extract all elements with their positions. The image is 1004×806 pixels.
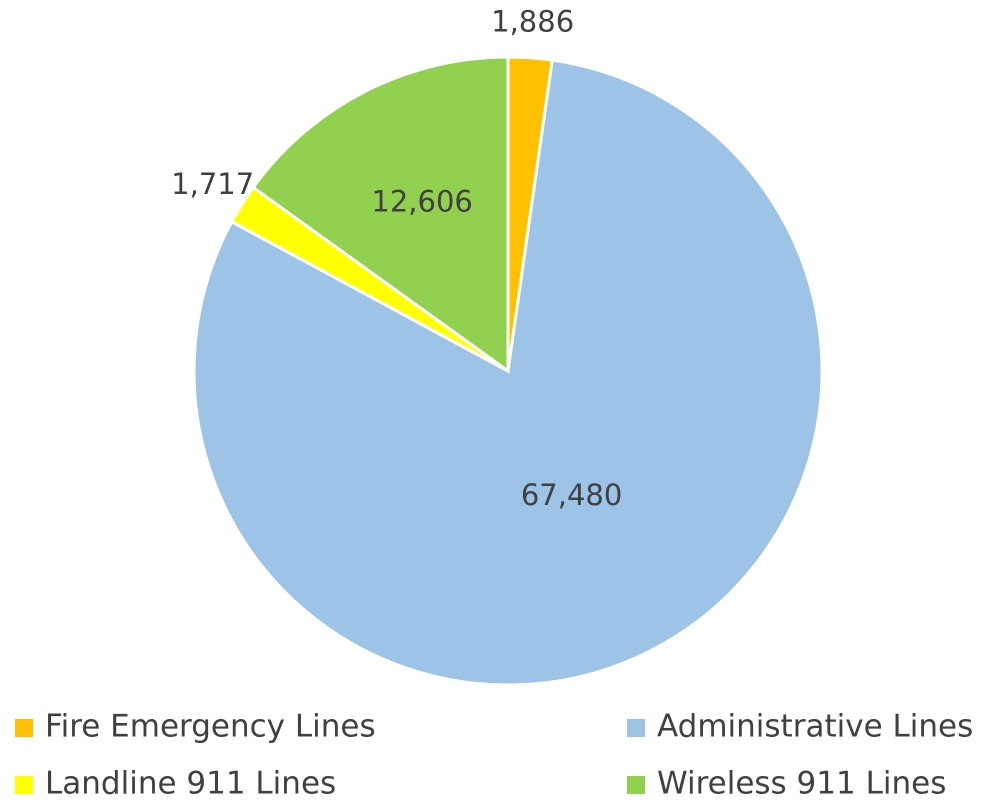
legend-swatch: [15, 719, 33, 737]
legend-label: Fire Emergency Lines: [45, 709, 376, 745]
legend-swatch: [15, 776, 33, 794]
data-label: 12,606: [371, 184, 472, 218]
data-label: 67,480: [521, 478, 622, 512]
data-label: 1,886: [491, 4, 574, 38]
legend-label: Landline 911 Lines: [45, 766, 336, 802]
legend-label: Wireless 911 Lines: [657, 766, 946, 802]
legend-label: Administrative Lines: [657, 709, 973, 745]
legend-swatch: [627, 719, 645, 737]
pie-slice: [251, 55, 510, 374]
data-label: 1,717: [171, 167, 254, 201]
legend-swatch: [627, 776, 645, 794]
